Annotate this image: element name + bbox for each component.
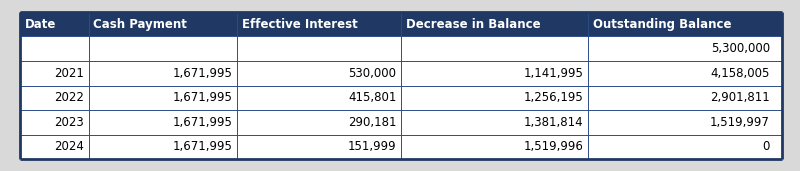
Text: 290,181: 290,181 — [348, 116, 397, 129]
Text: 415,801: 415,801 — [348, 91, 397, 104]
Text: 4,158,005: 4,158,005 — [710, 67, 770, 80]
Text: 1,519,996: 1,519,996 — [523, 140, 583, 153]
Text: 1,671,995: 1,671,995 — [173, 140, 233, 153]
Bar — [20, 12, 782, 159]
Text: 1,381,814: 1,381,814 — [523, 116, 583, 129]
Text: 1,671,995: 1,671,995 — [173, 116, 233, 129]
Text: 0: 0 — [762, 140, 770, 153]
Text: 530,000: 530,000 — [349, 67, 397, 80]
Text: 5,300,000: 5,300,000 — [711, 42, 770, 55]
Text: 1,519,997: 1,519,997 — [710, 116, 770, 129]
Text: Effective Interest: Effective Interest — [242, 18, 358, 31]
Text: 2,901,811: 2,901,811 — [710, 91, 770, 104]
Text: Date: Date — [25, 18, 56, 31]
Text: Decrease in Balance: Decrease in Balance — [406, 18, 541, 31]
Bar — [20, 12, 782, 36]
Text: 1,256,195: 1,256,195 — [523, 91, 583, 104]
Text: 151,999: 151,999 — [348, 140, 397, 153]
Text: Outstanding Balance: Outstanding Balance — [593, 18, 731, 31]
Text: Cash Payment: Cash Payment — [94, 18, 187, 31]
Text: 1,671,995: 1,671,995 — [173, 91, 233, 104]
Text: 2023: 2023 — [54, 116, 84, 129]
Text: 2024: 2024 — [54, 140, 84, 153]
Text: 2021: 2021 — [54, 67, 84, 80]
Text: 2022: 2022 — [54, 91, 84, 104]
Text: 1,671,995: 1,671,995 — [173, 67, 233, 80]
Text: 1,141,995: 1,141,995 — [523, 67, 583, 80]
